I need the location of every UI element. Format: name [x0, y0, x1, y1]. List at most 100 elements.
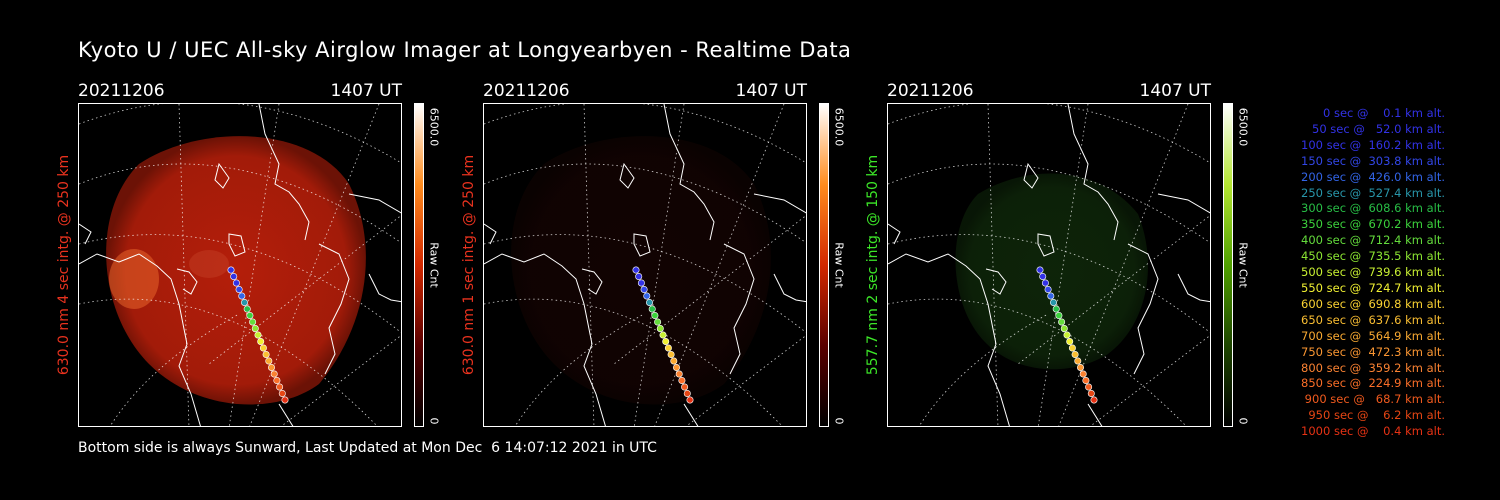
panel-2-coastline	[633, 233, 651, 257]
panel-3-grid-line	[888, 104, 1210, 164]
panel-1-trajectory-point	[273, 376, 281, 384]
panel-1-side-label: 630.0 nm 4 sec intg. @ 250 km	[56, 154, 72, 376]
panel-3-trajectory-point	[1060, 325, 1068, 333]
panel-3-coastlines	[888, 104, 1210, 426]
panel-3-trajectory-point	[1047, 292, 1055, 300]
panel-1-trajectory-point	[241, 299, 249, 307]
trajectory-legend-entry: 500 sec @ 739.6 km alt.	[1297, 265, 1445, 280]
panel-3-image	[887, 103, 1211, 427]
panel-3-trajectory-point	[1063, 331, 1071, 339]
panel-2-trajectory-point	[648, 305, 656, 313]
panel-2-trajectory-point	[637, 279, 645, 287]
panel-2-trajectory-point	[667, 351, 675, 359]
panel-1-trajectory-point	[278, 389, 286, 397]
panel-3-grid-line	[1037, 104, 1089, 426]
panel-2-trajectory-point	[646, 299, 654, 307]
panel-1-side-label-container: 630.0 nm 4 sec intg. @ 250 km	[54, 103, 74, 427]
panel-2-grid-line	[633, 104, 685, 426]
panel-1-grid-line	[178, 104, 190, 426]
panel-3-trajectory-point	[1071, 351, 1079, 359]
panel-3-coastline	[888, 253, 1010, 426]
trajectory-legend-entry: 250 sec @ 527.4 km alt.	[1297, 185, 1445, 200]
panel-2-trajectory-point	[635, 273, 643, 281]
panel-1-trajectory-point	[257, 338, 265, 346]
panel-2-coastline	[753, 193, 806, 214]
panel-1-coastline	[368, 273, 401, 303]
panel-1-coastlines	[79, 104, 401, 426]
panel-1-grid-line	[208, 215, 401, 365]
panel-1-trajectory-point	[254, 331, 262, 339]
panel-1-image	[78, 103, 402, 427]
panel-2-grid-line	[613, 215, 806, 365]
panel-2-trajectory-point	[673, 363, 681, 371]
trajectory-legend-entry: 650 sec @ 637.6 km alt.	[1297, 312, 1445, 327]
panel-3-side-label-container: 557.7 nm 2 sec intg. @ 150 km	[863, 103, 883, 427]
panel-2-side-label: 630.0 nm 1 sec intg. @ 250 km	[461, 154, 477, 376]
panel-2-grid-line	[484, 163, 806, 244]
panel-1-trajectory-point	[243, 305, 251, 313]
panel-1-grid-line	[79, 163, 401, 244]
panel-2-coastline	[484, 253, 606, 426]
panel-1-grid-line	[109, 313, 240, 426]
panel-1-colorbar-max: 6500.0	[427, 107, 441, 147]
panel-3-emission-region	[955, 173, 1148, 370]
panel-3-coastline	[1177, 273, 1210, 303]
panel-2-time: 1407 UT	[735, 81, 808, 101]
panel-1-trajectory-point	[238, 292, 246, 300]
trajectory-legend-entry: 750 sec @ 472.3 km alt.	[1297, 344, 1445, 359]
panel-3-trajectory-point	[1055, 312, 1063, 320]
panel-1-colorbar	[414, 103, 424, 427]
panel-2-trajectory-point	[675, 370, 683, 378]
panel-2-trajectory-point	[683, 389, 691, 397]
panel-3-trajectory-point	[1079, 370, 1087, 378]
panel-1-emission-region	[106, 136, 366, 405]
trajectory-legend-entry: 800 sec @ 359.2 km alt.	[1297, 360, 1445, 375]
panel-1-coastline	[278, 403, 294, 426]
panel-3-trajectory-point	[1068, 344, 1076, 352]
trajectory-legend-entry: 50 sec @ 52.0 km alt.	[1304, 121, 1445, 136]
panel-3-grid-line	[888, 163, 1210, 244]
panel-2-grid	[484, 104, 806, 426]
panel-3-coastline	[985, 268, 1007, 295]
panel-3-grid-line	[1089, 335, 1210, 426]
panel-2-colorbar-labels: 6500.0 Raw Cnt 0	[832, 103, 846, 427]
panel-2-grid-line	[514, 313, 645, 426]
panel-2-coastlines	[484, 104, 806, 426]
panel-3-coastline	[1087, 403, 1103, 426]
panel-1-trajectory-point	[262, 351, 270, 359]
trajectory-legend-entry: 100 sec @ 160.2 km alt.	[1297, 137, 1445, 152]
panel-1-coastline	[228, 233, 246, 257]
panel-3-trajectory-point	[1085, 383, 1093, 391]
panel-3-coastline	[1157, 193, 1210, 214]
panel-1-trajectory-point	[235, 286, 243, 294]
panel-2-side-label-container: 630.0 nm 1 sec intg. @ 250 km	[459, 103, 479, 427]
panel-3-coastline	[1127, 243, 1159, 375]
panel-1-trajectory-point	[251, 325, 259, 333]
panel-3-trajectory-point	[1074, 357, 1082, 365]
panel-1-trajectory-point	[268, 363, 276, 371]
trajectory-legend-entry: 400 sec @ 712.4 km alt.	[1297, 233, 1445, 248]
panel-3-trajectory-point	[1082, 376, 1090, 384]
panel-3-trajectory-point	[1052, 305, 1060, 313]
panel-3-coastline	[888, 223, 901, 245]
panel-1-trajectory-point	[246, 312, 254, 320]
trajectory-legend-entry: 600 sec @ 690.8 km alt.	[1297, 296, 1445, 311]
trajectory-legend-entry: 300 sec @ 608.6 km alt.	[1297, 201, 1445, 216]
panel-1-trajectory-point	[265, 357, 273, 365]
panel-3-coastline	[1023, 162, 1039, 189]
panel-1-map	[79, 104, 401, 426]
trajectory-legend-entry: 550 sec @ 724.7 km alt.	[1297, 280, 1445, 295]
panel-1-grid	[79, 104, 401, 426]
panel-1-colorbar-labels: 6500.0 Raw Cnt 0	[427, 103, 441, 427]
panel-2-colorbar-unit: Raw Cnt	[832, 242, 846, 288]
panel-2-colorbar-min: 0	[832, 417, 846, 425]
trajectory-legend-entry: 900 sec @ 68.7 km alt.	[1301, 392, 1445, 407]
panel-3-coastline	[1037, 233, 1055, 257]
panel-2-coastline	[773, 273, 806, 303]
panel-1-grid-line	[79, 234, 401, 333]
panel-1-coastline	[318, 243, 350, 375]
panel-3-coastline	[1067, 104, 1119, 241]
panel-3-trajectory-point	[1058, 318, 1066, 326]
panel-2-trajectory-point	[656, 325, 664, 333]
panel-1-colorbar-unit: Raw Cnt	[427, 242, 441, 288]
